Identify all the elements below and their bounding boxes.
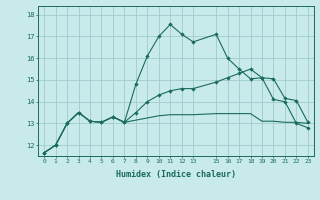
X-axis label: Humidex (Indice chaleur): Humidex (Indice chaleur) <box>116 170 236 179</box>
